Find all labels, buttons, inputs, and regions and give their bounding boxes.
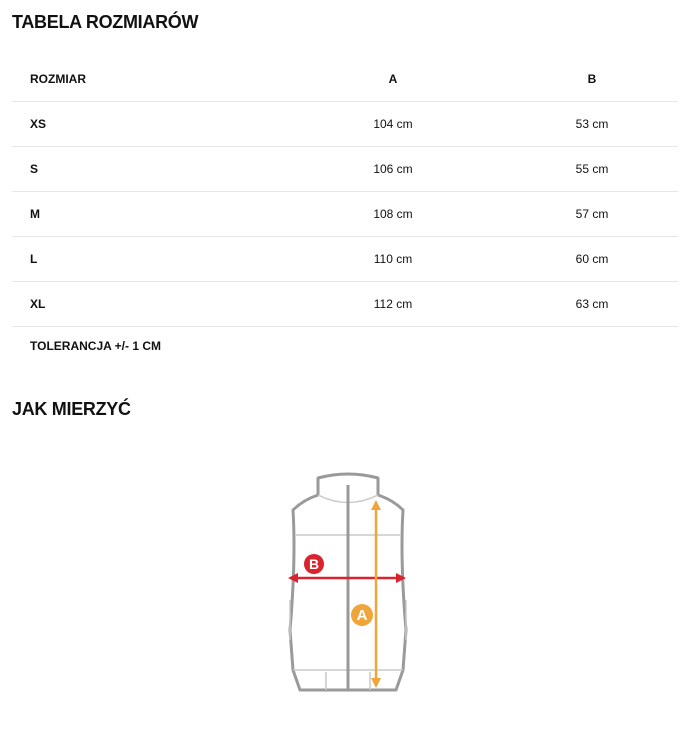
cell-b: 55 cm [506, 146, 678, 192]
page-title: TABELA ROZMIARÓW [12, 12, 199, 32]
vest-measurement-diagram: B A [288, 472, 408, 692]
measurement-a-arrow: A [351, 500, 381, 688]
cell-b: 53 cm [506, 101, 678, 147]
cell-b: 63 cm [506, 281, 678, 327]
cell-size: XL [12, 281, 280, 327]
cell-a: 110 cm [280, 236, 506, 282]
header-a: A [280, 57, 506, 102]
cell-a: 104 cm [280, 101, 506, 147]
table-row: M 108 cm 57 cm [12, 191, 678, 237]
table-row: S 106 cm 55 cm [12, 146, 678, 192]
label-a: A [357, 607, 368, 624]
measurement-b-arrow: B [288, 554, 406, 583]
table-row: XS 104 cm 53 cm [12, 101, 678, 147]
table-header-row: ROZMIAR A B [12, 57, 678, 102]
cell-size: S [12, 146, 280, 192]
cell-size: L [12, 236, 280, 282]
cell-a: 108 cm [280, 191, 506, 237]
cell-b: 57 cm [506, 191, 678, 237]
size-table: ROZMIAR A B XS 104 cm 53 cm S 106 cm 55 cm M 10… [12, 57, 678, 327]
table-row: L 110 cm 60 cm [12, 236, 678, 282]
cell-size: M [12, 191, 280, 237]
cell-size: XS [12, 101, 280, 147]
table-row: XL 112 cm 63 cm [12, 281, 678, 327]
label-b: B [309, 556, 319, 572]
cell-b: 60 cm [506, 236, 678, 282]
tolerance-note: TOLERANCJA +/- 1 CM [30, 339, 162, 353]
header-size: ROZMIAR [12, 57, 280, 102]
cell-a: 112 cm [280, 281, 506, 327]
cell-a: 106 cm [280, 146, 506, 192]
how-to-measure-title: JAK MIERZYĆ [12, 399, 131, 419]
header-b: B [506, 57, 678, 102]
